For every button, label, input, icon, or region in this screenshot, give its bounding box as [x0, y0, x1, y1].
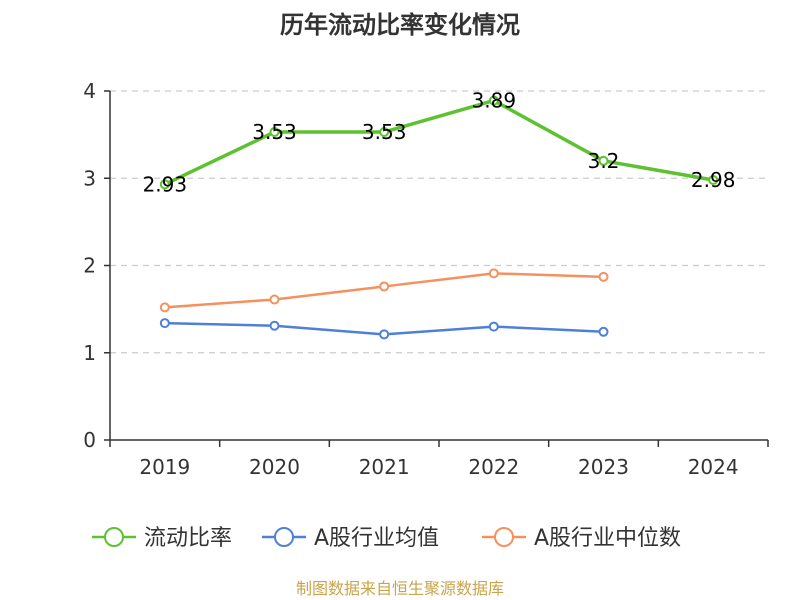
- data-point: [379, 127, 390, 138]
- y-tick-label: 2: [83, 254, 96, 278]
- data-label: 3.2: [588, 149, 620, 173]
- data-point: [269, 294, 280, 305]
- x-tick-label: 2024: [688, 455, 739, 479]
- y-tick-label: 1: [83, 341, 96, 365]
- data-point: [159, 302, 170, 313]
- data-point: [598, 326, 609, 337]
- data-point: [488, 321, 499, 332]
- data-point: [708, 174, 719, 185]
- data-point: [488, 268, 499, 279]
- data-point: [159, 179, 170, 190]
- data-label: 3.53: [252, 120, 297, 144]
- data-point: [598, 271, 609, 282]
- legend-marker: [494, 527, 514, 547]
- series-line: [163, 98, 715, 187]
- x-tick-label: 2019: [139, 455, 190, 479]
- legend-marker: [104, 527, 124, 547]
- grid: [110, 90, 768, 354]
- x-tick-label: 2022: [468, 455, 519, 479]
- y-tick-label: 0: [83, 428, 96, 452]
- legend[interactable]: 流动比率 A股行业均值 A股行业中位数: [92, 526, 681, 551]
- legend-item[interactable]: A股行业中位数: [482, 526, 681, 551]
- data-point: [269, 127, 280, 138]
- data-point: [379, 329, 390, 340]
- data-point: [379, 281, 390, 292]
- data-point: [598, 155, 609, 166]
- data-label: 3.89: [472, 89, 517, 113]
- data-point: [488, 95, 499, 106]
- source-note: 制图数据来自恒生聚源数据库: [296, 579, 504, 598]
- legend-label: A股行业均值: [314, 526, 439, 551]
- series-layer: [159, 95, 719, 340]
- chart-title: 历年流动比率变化情况: [280, 11, 520, 39]
- axes: 0 1 2 3 4 2019 2020 2021 2022 2023 2024: [83, 79, 769, 479]
- legend-item[interactable]: 流动比率: [92, 526, 232, 551]
- y-tick-label: 4: [83, 79, 96, 103]
- x-tick-label: 2021: [359, 455, 410, 479]
- data-point: [159, 318, 170, 329]
- legend-item[interactable]: A股行业均值: [262, 526, 439, 551]
- data-label: 2.93: [143, 172, 188, 196]
- legend-marker: [274, 527, 294, 547]
- data-labels: 2.93 3.53 3.53 3.89 3.2 2.98: [143, 89, 736, 197]
- y-tick-label: 3: [83, 166, 96, 190]
- data-label: 3.53: [362, 120, 407, 144]
- x-tick-label: 2023: [578, 455, 629, 479]
- x-tick-label: 2020: [249, 455, 300, 479]
- data-point: [269, 320, 280, 331]
- legend-label: 流动比率: [144, 526, 232, 551]
- legend-label: A股行业中位数: [534, 526, 681, 551]
- data-label: 2.98: [691, 168, 736, 192]
